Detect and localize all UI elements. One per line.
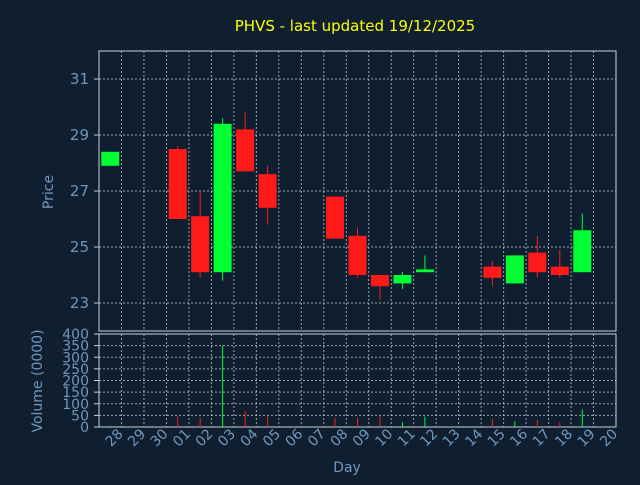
candle-body [528,252,547,273]
x-tick-label: 03 [215,426,239,450]
candle [258,165,277,225]
candle-body [348,235,367,275]
price-axis-label: Price [41,175,57,209]
volume-tick-label: 300 [62,350,89,366]
candle [326,196,345,239]
candles [101,112,592,301]
candle-body [258,174,277,208]
volume-tick-label: 400 [62,327,89,343]
candle-body [191,216,210,273]
x-tick-label: 20 [597,426,621,450]
price-y-ticks: 23 25 27 29 31 [70,70,99,312]
candle-body [573,230,592,273]
x-ticks: 2829300102030405060708091011121314151617… [103,426,621,450]
candle [573,213,592,273]
x-tick-label: 13 [440,426,464,450]
volume-tick-label: 100 [62,397,89,413]
candle-body [505,255,524,284]
volume-tick-label: 0 [80,420,89,436]
x-tick-label: 07 [305,426,329,450]
x-axis-label: Day [333,460,361,476]
candle [415,255,434,273]
x-tick-label: 28 [103,426,127,450]
candle-body [168,149,187,219]
x-tick-label: 11 [395,426,419,450]
x-tick-label: 06 [283,426,307,450]
candle [236,112,255,172]
candle [370,275,389,301]
candle [550,249,569,278]
candle-body [393,275,412,284]
x-tick-label: 29 [125,426,149,450]
x-tick-label: 05 [260,426,284,450]
volume-tick-label: 250 [62,362,89,378]
candle [191,191,210,278]
x-tick-label: 01 [170,426,194,450]
candle [101,151,120,166]
candle-body [213,123,232,273]
volume-grid [99,333,616,428]
candle [505,255,524,284]
x-tick-label: 17 [530,426,554,450]
candle-body [483,266,502,278]
candle-body [101,151,120,166]
candle-body [370,275,389,287]
volume-tick-label: 150 [62,385,89,401]
x-tick-label: 18 [552,426,576,450]
x-tick-label: 19 [575,426,599,450]
volume-tick-label: 50 [71,408,89,424]
x-tick-label: 08 [327,426,351,450]
candle [483,261,502,287]
volume-bars [109,345,583,427]
chart-title: PHVS - last updated 19/12/2025 [235,17,475,35]
candle-body [415,269,434,273]
x-tick-label: 04 [238,426,262,450]
x-tick-label: 10 [372,426,396,450]
candle [213,118,232,281]
x-tick-label: 09 [350,426,374,450]
x-tick-label: 12 [417,426,441,450]
volume-tick-label: 350 [62,339,89,355]
x-tick-label: 15 [485,426,509,450]
price-tick-label: 27 [70,182,89,200]
volume-tick-label: 200 [62,374,89,390]
price-grid [99,51,616,331]
price-tick-label: 31 [70,70,89,88]
candle-body [550,266,569,275]
price-tick-label: 23 [70,294,89,312]
candle [393,272,412,289]
volume-axis-label: Volume (0000) [30,329,46,432]
x-tick-label: 14 [462,426,486,450]
x-tick-label: 02 [193,426,217,450]
price-tick-label: 25 [70,238,89,256]
candle-body [236,129,255,172]
x-tick-label: 16 [507,426,531,450]
x-tick-label: 30 [148,426,172,450]
candle-body [326,196,345,239]
candle [168,146,187,219]
price-tick-label: 29 [70,126,89,144]
candle [528,235,547,278]
candle [348,227,367,278]
